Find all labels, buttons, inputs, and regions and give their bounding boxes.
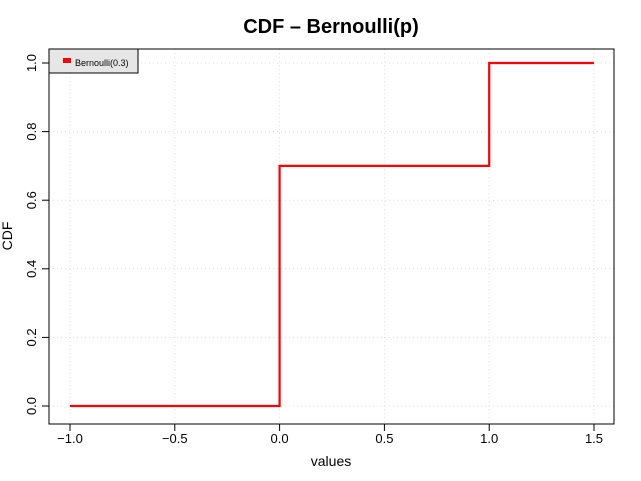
x-tick-label-1: −0.5 [162, 431, 188, 446]
x-tick-label-3: 0.5 [375, 431, 393, 446]
grid-layer [49, 49, 614, 424]
y-tick-label-2: 0.4 [24, 260, 39, 278]
y-axis-label: CDF [0, 222, 15, 251]
x-tick-label-0: −1.0 [57, 431, 83, 446]
y-tick-label-0: 0.0 [24, 397, 39, 415]
x-axis: −1.0 −0.5 0.0 0.5 1.0 1.5 [57, 424, 603, 446]
y-tick-label-3: 0.6 [24, 191, 39, 209]
x-axis-label: values [311, 453, 351, 469]
y-tick-label-1: 0.2 [24, 328, 39, 346]
legend: Bernoulli(0.3) [48, 48, 139, 74]
plot-frame [48, 48, 615, 425]
legend-swatch [63, 58, 71, 63]
y-tick-label-4: 0.8 [24, 123, 39, 141]
series-layer [70, 61, 594, 408]
series-line-0 [70, 61, 594, 408]
y-tick-label-5: 1.0 [24, 54, 39, 72]
legend-label: Bernoulli(0.3) [75, 58, 129, 68]
chart-title: CDF – Bernoulli(p) [243, 16, 419, 38]
x-tick-label-5: 1.5 [585, 431, 603, 446]
y-axis: 0.0 0.2 0.4 0.6 0.8 1.0 [24, 54, 49, 415]
x-tick-label-2: 0.0 [271, 431, 289, 446]
x-tick-label-4: 1.0 [480, 431, 498, 446]
